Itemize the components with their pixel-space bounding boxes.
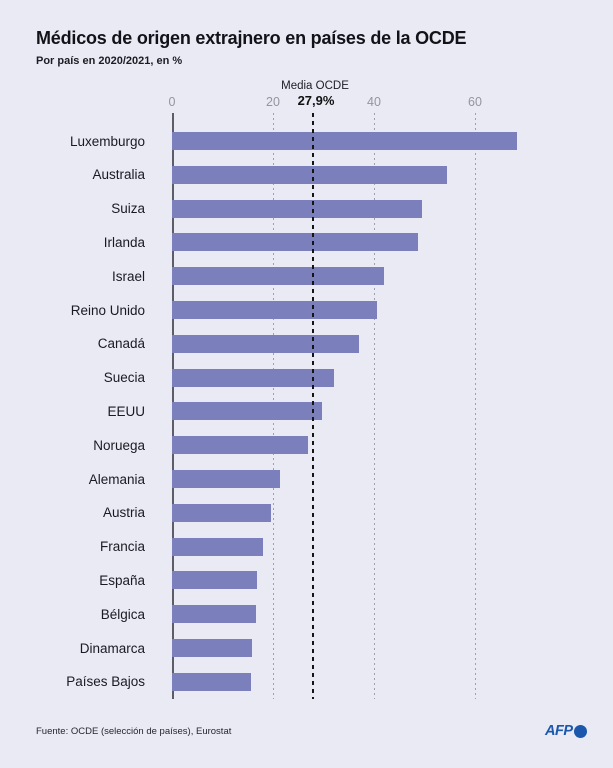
chart-row: Israel [0,259,613,293]
x-tick-label: 60 [468,95,482,109]
country-label: Israel [111,268,145,284]
country-label: Irlanda [103,234,145,250]
chart-row: EEUU [0,394,613,428]
mean-line-label: Media OCDE [281,80,349,92]
chart-row: Alemania [0,462,613,496]
country-bar [172,672,252,691]
chart-row: Noruega [0,428,613,462]
chart-row: Canadá [0,327,613,361]
chart-row: Francia [0,530,613,564]
country-bar [172,233,419,252]
country-bar [172,571,258,590]
country-label: Luxemburgo [69,133,145,149]
country-label: España [99,572,145,588]
chart-row: Luxemburgo [0,124,613,158]
mean-dashed-line [311,113,314,699]
country-bar [172,503,271,522]
country-label: EEUU [107,403,145,419]
chart-row: Austria [0,496,613,530]
afp-logo: AFP [545,722,587,740]
country-label: Canadá [97,336,145,352]
country-bar [172,301,377,319]
country-bar [172,470,281,488]
grid-line [374,113,375,699]
country-bar [172,402,323,421]
country-label: Reino Unido [70,302,145,318]
country-label: Francia [99,539,145,555]
chart-row: Dinamarca [0,631,613,665]
source-note: Fuente: OCDE (selección de países), Euro… [36,726,232,737]
country-label: Alemania [88,471,145,487]
country-bar [172,436,308,455]
country-label: Suiza [111,201,145,217]
country-bar [172,537,263,556]
country-bar [172,368,334,387]
country-label: Países Bajos [66,674,145,690]
page-subtitle: Por país en 2020/2021, en % [36,55,183,67]
country-bar [172,605,257,624]
chart-row: Reino Unido [0,293,613,327]
country-bar [172,165,447,184]
page-title: Médicos de origen extrajnero en países d… [36,28,467,48]
country-label: Bélgica [100,606,145,622]
country-label: Dinamarca [79,640,145,656]
country-label: Noruega [93,437,145,453]
country-label: Austria [102,505,145,521]
afp-logo-circle-icon [573,724,587,738]
x-tick-label: 20 [266,95,280,109]
chart-row: Australia [0,158,613,192]
chart-row: Suiza [0,192,613,226]
mean-line-value: 27,9% [297,93,335,108]
chart-row: Irlanda [0,225,613,259]
country-bar [172,199,422,218]
country-bar [172,132,517,150]
country-bar [172,267,385,286]
chart-row: Países Bajos [0,665,613,699]
afp-logo-text: AFP [545,723,573,739]
chart-row: Bélgica [0,597,613,631]
chart-row: Suecia [0,361,613,395]
chart-row: España [0,563,613,597]
country-label: Suecia [103,370,145,386]
x-tick-label: 0 [168,95,176,109]
country-bar [172,334,359,353]
country-bar [172,639,252,657]
grid-line [475,113,476,699]
x-tick-label: 40 [367,95,381,109]
country-label: Australia [92,167,145,183]
